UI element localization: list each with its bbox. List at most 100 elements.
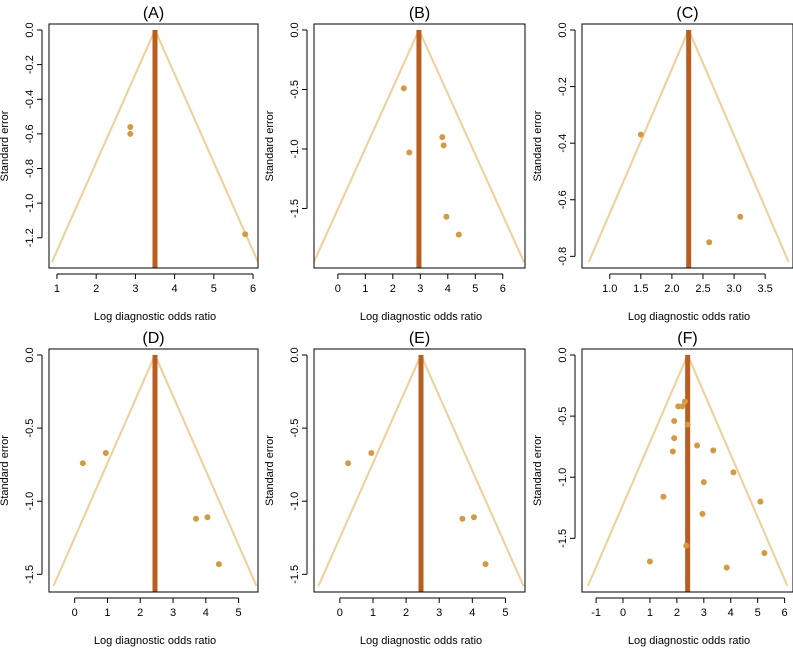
y-tick-label: -0.5 <box>289 419 301 438</box>
y-tick-label: -1.5 <box>289 199 301 218</box>
x-tick-label: 1.5 <box>633 283 648 295</box>
funnel-panel-5: 0 1 2 3 4 5 Log diagnostic odds ratio 0.0 -0.5 -1… <box>264 330 526 647</box>
y-axis-label: Standard error <box>532 110 544 181</box>
plot-frame <box>313 348 526 593</box>
x-axis: 0 1 2 3 4 5 <box>337 597 509 619</box>
x-tick-label: 0 <box>620 607 626 619</box>
y-axis-label: Standard error <box>0 435 11 506</box>
panel-title: (C) <box>676 5 698 22</box>
y-tick-label: 0.0 <box>24 22 36 37</box>
x-tick-label: 2 <box>403 607 409 619</box>
study-point-15 <box>683 542 690 549</box>
study-point-6 <box>671 435 678 442</box>
funnel-panel-1: 1 2 3 4 5 6 Log diagnostic odds ratio 0.0 -0.2 -0… <box>0 5 259 323</box>
x-tick-label: 4 <box>469 607 475 619</box>
x-tick-label: 5 <box>502 607 508 619</box>
study-point-14 <box>699 510 706 517</box>
x-tick-label: 0 <box>72 607 78 619</box>
y-tick-label: 0.0 <box>557 347 569 362</box>
funnel-lines <box>52 354 258 587</box>
x-tick-label: 4 <box>445 283 451 295</box>
y-tick-label: -0.2 <box>557 77 569 96</box>
funnel-right-line <box>686 354 789 587</box>
x-tick-label: 1 <box>370 607 376 619</box>
funnel-right-line <box>154 354 258 587</box>
y-axis: 0.0 -0.5 -1.0 -1.5 <box>557 347 576 548</box>
x-tick-label: 3 <box>132 283 138 295</box>
study-point-4 <box>671 418 678 424</box>
study-point-4 <box>470 514 477 521</box>
funnel-panel-4: 0 1 2 3 4 5 Log diagnostic odds ratio 0.0 -0.5 -1… <box>0 330 259 647</box>
x-tick-label: 5 <box>472 283 478 295</box>
plot-frame <box>581 23 793 269</box>
study-point-5 <box>215 561 222 568</box>
study-point-3 <box>679 403 686 410</box>
x-axis: 0 1 2 3 4 5 <box>72 597 242 619</box>
y-tick-label: -1.0 <box>289 492 301 511</box>
y-tick-label: -0.6 <box>24 124 36 143</box>
study-point-9 <box>710 447 717 454</box>
y-tick-label: -0.5 <box>557 407 569 426</box>
funnel-lines <box>51 29 258 263</box>
x-tick-label: 3 <box>436 607 442 619</box>
x-tick-label: 2.0 <box>664 283 679 295</box>
funnel-lines <box>317 354 525 587</box>
study-point-10 <box>730 469 737 476</box>
funnel-left-line <box>586 354 689 587</box>
x-tick-label: 3 <box>701 607 707 619</box>
study-point-4 <box>204 514 211 521</box>
x-tick-label: 5 <box>755 607 761 619</box>
y-tick-label: -0.6 <box>557 190 569 209</box>
funnel-left-line <box>587 29 690 263</box>
x-axis-label: Log diagnostic odds ratio <box>628 311 750 323</box>
x-axis: 0 1 2 3 4 5 6 <box>335 273 506 295</box>
x-axis-label: Log diagnostic odds ratio <box>94 311 216 323</box>
y-axis-label: Standard error <box>264 435 276 506</box>
x-axis: 1.0 1.5 2.0 2.5 3.0 3.5 <box>602 273 773 295</box>
study-point-2 <box>102 449 109 456</box>
panel-title: (F) <box>677 330 697 347</box>
y-tick-label: -1.5 <box>24 565 36 584</box>
funnel-panel-3: 1.0 1.5 2.0 2.5 3.0 3.5 Log diagnostic odds ra… <box>532 5 793 323</box>
panel-title: (A) <box>143 5 164 22</box>
x-axis-label: Log diagnostic odds ratio <box>360 311 482 323</box>
x-tick-label: 1 <box>54 283 60 295</box>
plot-frame <box>581 348 793 593</box>
study-point-3 <box>439 134 446 141</box>
y-axis-label: Standard error <box>264 110 276 181</box>
y-tick-label: 0.0 <box>557 22 569 37</box>
funnel-panel-2: 0 1 2 3 4 5 6 Log diagnostic odds ratio 0.0 -0.5 -… <box>264 5 526 323</box>
study-point-2 <box>127 130 134 137</box>
x-tick-label: 3 <box>170 607 176 619</box>
x-tick-label: 2 <box>93 283 99 295</box>
x-tick-label: -1 <box>591 607 601 619</box>
x-tick-label: 1.0 <box>602 283 617 295</box>
study-point-18 <box>723 564 730 571</box>
y-tick-label: -1.0 <box>557 468 569 487</box>
x-tick-label: 0 <box>337 607 343 619</box>
funnel-lines <box>587 29 790 263</box>
study-point-8 <box>694 442 701 449</box>
funnel-left-line <box>52 354 156 587</box>
y-axis-label: Standard error <box>532 435 544 506</box>
x-axis-label: Log diagnostic odds ratio <box>628 635 750 647</box>
study-point-16 <box>761 550 768 556</box>
study-point-1 <box>345 460 352 467</box>
x-tick-label: 1 <box>647 607 653 619</box>
y-tick-label: -1.0 <box>24 492 36 511</box>
x-tick-label: 4 <box>172 283 178 295</box>
x-tick-label: 0 <box>335 283 341 295</box>
study-point-3 <box>459 515 466 522</box>
y-tick-label: -1.2 <box>24 228 36 247</box>
y-axis-label: Standard error <box>0 110 11 181</box>
y-axis: 0.0 -0.2 -0.4 -0.6 -0.8 <box>557 22 576 266</box>
y-tick-label: -0.8 <box>557 247 569 266</box>
y-tick-label: -1.5 <box>289 565 301 584</box>
x-axis: 1 2 3 4 5 6 <box>54 273 256 295</box>
y-tick-label: -0.8 <box>24 159 36 178</box>
x-axis: -1 0 1 2 3 4 5 6 <box>591 597 788 619</box>
funnel-left-line <box>51 29 156 263</box>
y-axis: 0.0 -0.2 -0.4 -0.6 -0.8 -1.0 -1.2 <box>24 22 43 247</box>
y-tick-label: 0.0 <box>289 22 301 37</box>
